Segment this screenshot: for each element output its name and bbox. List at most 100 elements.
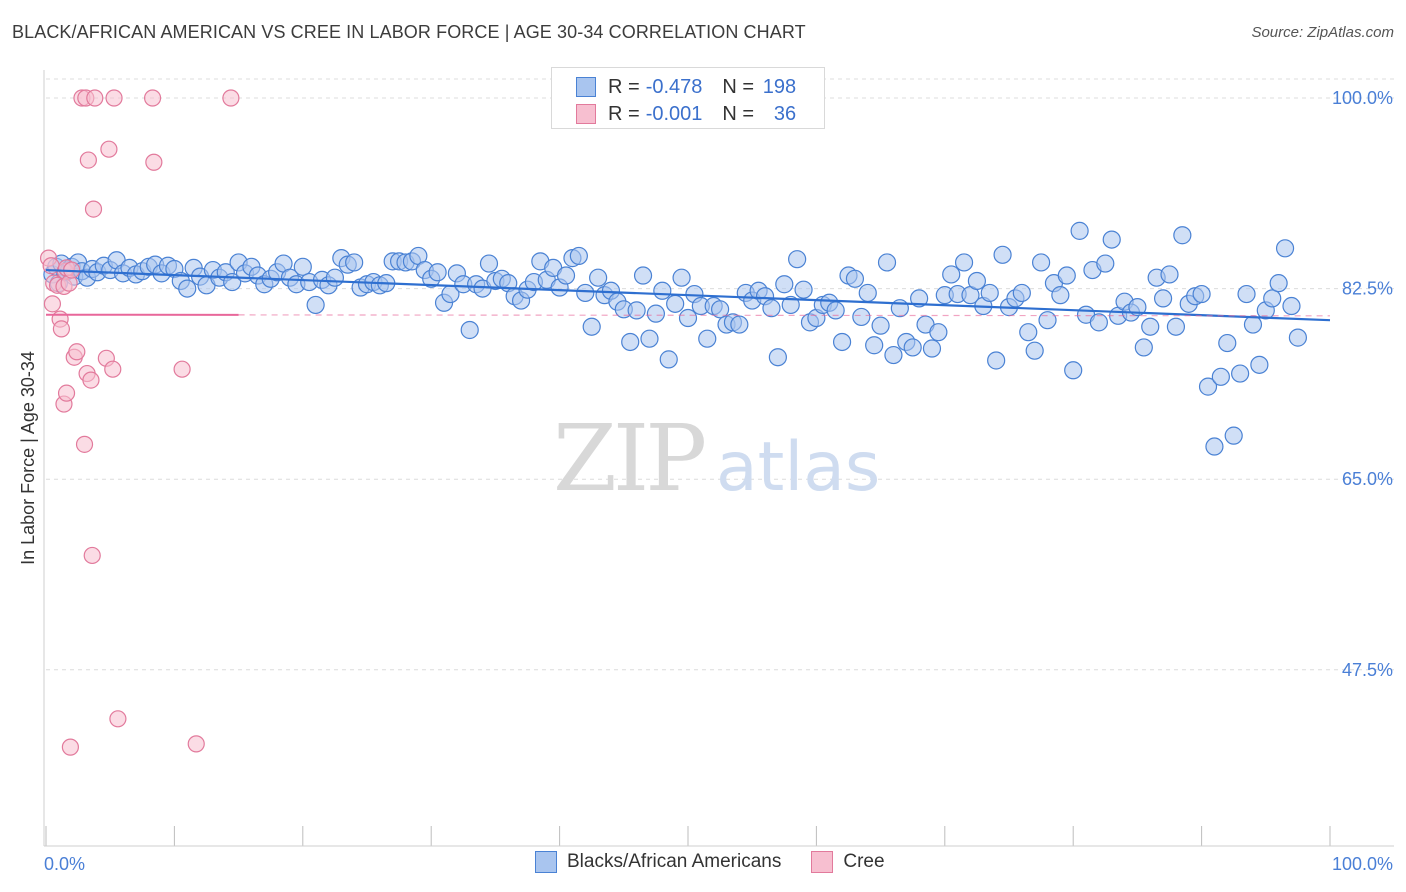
blacks-point [768, 348, 787, 367]
blacks-point [325, 268, 344, 287]
cree-point [68, 343, 86, 361]
cree-point [222, 89, 240, 107]
cree-point [79, 151, 97, 169]
cree-point [100, 140, 118, 158]
blacks-point [910, 289, 929, 308]
blacks-trend-line [45, 268, 1331, 322]
blacks-point [1096, 254, 1115, 273]
blacks-point [1019, 323, 1038, 342]
cree-trend-line-extension [238, 314, 1331, 317]
legend-cree-swatch [811, 851, 834, 873]
blacks-point [1153, 289, 1173, 308]
blacks-point [666, 294, 685, 313]
blacks-point [1012, 283, 1031, 303]
blacks-point [1070, 221, 1089, 240]
blacks-point [826, 301, 845, 320]
blacks-point [781, 295, 800, 315]
watermark-atlas: atlas [716, 428, 880, 507]
blacks-swatch [576, 77, 596, 97]
blacks-point [1282, 296, 1301, 316]
blacks-point [1031, 253, 1051, 272]
cree-point [104, 360, 122, 378]
blacks-point [1038, 311, 1057, 330]
series-cree-points [39, 89, 240, 756]
blacks-point [646, 304, 666, 323]
blacks-point [627, 301, 646, 320]
blacks-point [762, 299, 781, 318]
axes [43, 70, 1394, 847]
blacks-point [1211, 367, 1230, 386]
blacks-point [1134, 338, 1153, 357]
watermark: ZIP atlas [553, 405, 880, 512]
legend: Blacks/African Americans Cree [535, 851, 915, 873]
cree-point [84, 200, 103, 218]
legend-item-cree[interactable]: Cree [811, 851, 885, 873]
cree-r-label: R = [608, 102, 640, 125]
chart-title: BLACK/AFRICAN AMERICAN VS CREE IN LABOR … [12, 22, 806, 42]
blacks-point [1275, 239, 1295, 258]
blacks-point [1160, 265, 1179, 284]
legend-item-blacks[interactable]: Blacks/African Americans [535, 851, 781, 873]
cree-point [75, 435, 94, 453]
y-tick-label: 47.5% [1342, 660, 1393, 680]
blacks-point [659, 350, 678, 369]
blacks-point [1205, 437, 1224, 456]
cree-swatch [576, 104, 596, 124]
blacks-point [1198, 377, 1218, 396]
blacks-n-label: N = [722, 75, 755, 98]
blacks-point [576, 283, 595, 303]
legend-blacks-swatch [535, 851, 557, 873]
blacks-point [460, 320, 479, 340]
blacks-point [987, 351, 1006, 370]
blacks-point [942, 265, 961, 284]
tick-labels: 100.0% 82.5% 65.0% 47.5% 0.0% 100.0% [44, 88, 1393, 874]
blacks-point [698, 329, 717, 348]
blacks-point [672, 268, 691, 287]
cree-point [57, 384, 76, 402]
blacks-point [877, 253, 897, 272]
blacks-point [178, 279, 197, 298]
blacks-point [903, 338, 922, 357]
cree-n-value: 36 [773, 102, 797, 125]
blacks-point [345, 253, 364, 272]
legend-cree-label: Cree [843, 851, 885, 872]
blacks-point [884, 345, 903, 365]
blacks-point [922, 339, 942, 358]
blacks-point [621, 332, 640, 352]
cree-point [173, 360, 191, 378]
trend-lines [45, 268, 1331, 322]
blacks-point [1263, 289, 1282, 308]
blacks-point [589, 268, 608, 287]
y-tick-label: 65.0% [1342, 469, 1393, 489]
cree-point [109, 710, 127, 728]
blacks-n-value: 198 [762, 75, 797, 98]
blacks-point [1224, 426, 1243, 445]
blacks-point [1243, 315, 1263, 334]
blacks-point [845, 269, 865, 288]
cree-point [86, 89, 104, 107]
blacks-point [428, 263, 447, 282]
legend-blacks-label: Blacks/African Americans [567, 851, 782, 872]
blacks-point [479, 254, 499, 273]
blacks-point [858, 283, 877, 303]
blacks-point [710, 300, 730, 319]
blacks-r-value: -0.478 [645, 75, 703, 98]
blacks-point [1250, 355, 1269, 374]
x-tick-label-max: 100.0% [1332, 854, 1393, 874]
source-label: Source: ZipAtlas.com [1251, 24, 1394, 41]
blacks-point [730, 315, 749, 334]
cree-n-label: N = [722, 102, 755, 125]
blacks-point [293, 257, 312, 276]
cree-r-value: -0.001 [645, 102, 703, 125]
blacks-point [788, 250, 807, 269]
blacks-point [1269, 274, 1288, 293]
blacks-point [832, 332, 852, 352]
blacks-point [775, 275, 794, 294]
blacks-point [1141, 317, 1160, 336]
blacks-point [653, 281, 672, 300]
blacks-point [1102, 230, 1121, 249]
cree-point [52, 320, 71, 338]
blacks-point [1237, 284, 1256, 304]
blacks-point [794, 280, 813, 299]
blacks-point [1089, 313, 1108, 332]
